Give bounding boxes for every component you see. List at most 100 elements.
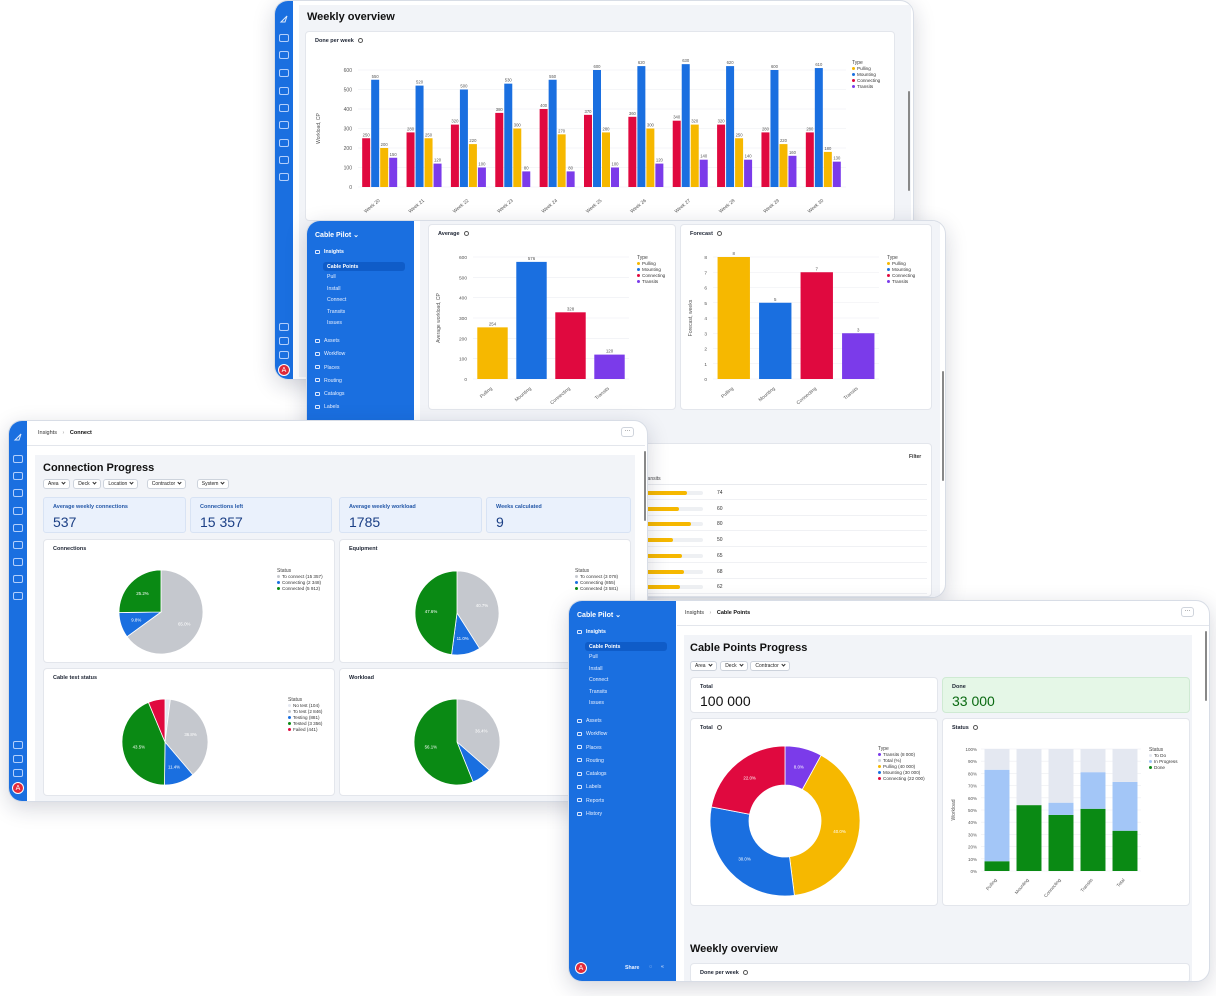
breadcrumb-root[interactable]: Insights: [685, 610, 704, 616]
legend-item[interactable]: Tested (3 356): [288, 721, 322, 727]
info-icon[interactable]: [742, 970, 748, 976]
sidebar-item-assets[interactable]: Assets: [577, 718, 602, 724]
chart-icon[interactable]: [279, 323, 289, 331]
legend-item[interactable]: Connecting: [637, 273, 665, 279]
filter-deck[interactable]: Deck: [73, 479, 101, 489]
history-icon[interactable]: [279, 173, 289, 181]
filter-area[interactable]: Area: [43, 479, 70, 489]
sidebar-item-history[interactable]: History: [577, 811, 602, 817]
legend-item[interactable]: In Progress: [1149, 759, 1178, 765]
filter-button[interactable]: Filter: [909, 454, 922, 460]
sidebar-item-catalogs[interactable]: Catalogs: [315, 391, 344, 397]
legend-item[interactable]: Connecting (22 000): [878, 776, 925, 782]
sidebar-item-workflow[interactable]: Workflow: [315, 351, 345, 357]
sidebar-item-pull[interactable]: Pull: [585, 654, 667, 660]
sidebar-item-places[interactable]: Places: [577, 745, 602, 751]
legend-item[interactable]: Testing (881): [288, 715, 322, 721]
legend-item[interactable]: Transits: [637, 279, 665, 285]
catalogs-icon[interactable]: [13, 541, 23, 549]
legend-item[interactable]: Pulling (40 000): [878, 764, 925, 770]
chart-icon[interactable]: [13, 741, 23, 749]
sidebar-item-connect[interactable]: Connect: [323, 297, 405, 303]
legend-item[interactable]: Connecting: [852, 78, 880, 84]
info-icon[interactable]: [716, 231, 722, 237]
scrollbar[interactable]: [1205, 631, 1207, 701]
sidebar-item-cable-points[interactable]: Cable Points: [323, 262, 405, 272]
filter-location[interactable]: Location: [103, 479, 139, 489]
scrollbar[interactable]: [644, 451, 646, 521]
legend-item[interactable]: Pulling: [637, 261, 665, 267]
sidebar-item-insights[interactable]: Insights: [315, 249, 344, 255]
sidebar-item-routing[interactable]: Routing: [315, 378, 342, 384]
sidebar-item-routing[interactable]: Routing: [577, 758, 604, 764]
collapse-icon[interactable]: [279, 351, 289, 359]
more-menu-button[interactable]: ···: [1181, 607, 1194, 617]
legend-item[interactable]: To test (2 846): [288, 709, 322, 715]
info-icon[interactable]: [463, 231, 469, 237]
sidebar-item-issues[interactable]: Issues: [323, 320, 405, 326]
routing-icon[interactable]: [13, 524, 23, 532]
avatar[interactable]: A: [575, 962, 587, 974]
catalogs-icon[interactable]: [279, 121, 289, 129]
scrollbar[interactable]: [942, 371, 944, 481]
brand[interactable]: Cable Pilot ⌄: [577, 612, 621, 619]
brand[interactable]: Cable Pilot ⌄: [315, 232, 359, 239]
info-icon[interactable]: [716, 725, 722, 731]
avatar[interactable]: A: [12, 782, 24, 794]
legend-item[interactable]: To connect (3 078): [575, 574, 618, 580]
history-icon[interactable]: [13, 592, 23, 600]
filter-system[interactable]: System: [196, 479, 230, 489]
filter-contractor[interactable]: Contractor: [146, 479, 187, 489]
legend-item[interactable]: To connect (15 357): [277, 574, 323, 580]
legend-item[interactable]: To Do: [1149, 753, 1178, 759]
sidebar-item-workflow[interactable]: Workflow: [577, 731, 607, 737]
info-icon[interactable]: [357, 38, 363, 44]
bell-icon[interactable]: ◌: [649, 964, 653, 970]
filter-deck[interactable]: Deck: [720, 661, 748, 671]
sidebar-item-transits[interactable]: Transits: [585, 689, 667, 695]
legend-item[interactable]: Total (%): [878, 758, 925, 764]
sidebar-item-cable-points[interactable]: Cable Points: [585, 642, 667, 652]
sidebar-item-install[interactable]: Install: [585, 666, 667, 672]
sidebar-item-install[interactable]: Install: [323, 286, 405, 292]
sidebar-item-transits[interactable]: Transits: [323, 309, 405, 315]
legend-item[interactable]: Connecting: [887, 273, 915, 279]
bell-icon[interactable]: [279, 337, 289, 345]
legend-item[interactable]: Pulling: [887, 261, 915, 267]
legend-item[interactable]: Transits: [887, 279, 915, 285]
reports-icon[interactable]: [279, 156, 289, 164]
collapse-icon[interactable]: «: [661, 964, 664, 970]
sidebar-item-assets[interactable]: Assets: [315, 338, 340, 344]
legend-item[interactable]: Failed (441): [288, 727, 322, 733]
bell-icon[interactable]: [13, 755, 23, 763]
legend-item[interactable]: Mounting: [852, 72, 880, 78]
sidebar-item-insights[interactable]: Insights: [577, 629, 606, 635]
legend-item[interactable]: Connecting (855): [575, 580, 618, 586]
legend-item[interactable]: Mounting: [637, 267, 665, 273]
places-icon[interactable]: [279, 87, 289, 95]
legend-item[interactable]: Connected (5 912): [277, 586, 323, 592]
sidebar-item-labels[interactable]: Labels: [577, 784, 601, 790]
labels-icon[interactable]: [13, 558, 23, 566]
legend-item[interactable]: Transits (8 000): [878, 752, 925, 758]
share-button[interactable]: Share: [625, 965, 640, 971]
legend-item[interactable]: Transits: [852, 84, 880, 90]
filter-contractor[interactable]: Contractor: [750, 661, 790, 671]
labels-icon[interactable]: [279, 139, 289, 147]
legend-item[interactable]: No test (104): [288, 703, 322, 709]
breadcrumb-root[interactable]: Insights: [38, 430, 57, 436]
workflow-icon[interactable]: [13, 489, 23, 497]
legend-item[interactable]: Mounting (30 000): [878, 770, 925, 776]
reports-icon[interactable]: [13, 575, 23, 583]
legend-item[interactable]: Connected (3 581): [575, 586, 618, 592]
info-icon[interactable]: [972, 725, 978, 731]
avatar[interactable]: A: [278, 364, 290, 376]
filter-area[interactable]: Area: [690, 661, 717, 671]
assets-icon[interactable]: [13, 472, 23, 480]
insights-icon[interactable]: [279, 34, 289, 42]
legend-item[interactable]: Connecting (2 348): [277, 580, 323, 586]
routing-icon[interactable]: [279, 104, 289, 112]
sidebar-item-labels[interactable]: Labels: [315, 404, 339, 410]
more-menu-button[interactable]: ···: [621, 427, 634, 437]
workflow-icon[interactable]: [279, 69, 289, 77]
